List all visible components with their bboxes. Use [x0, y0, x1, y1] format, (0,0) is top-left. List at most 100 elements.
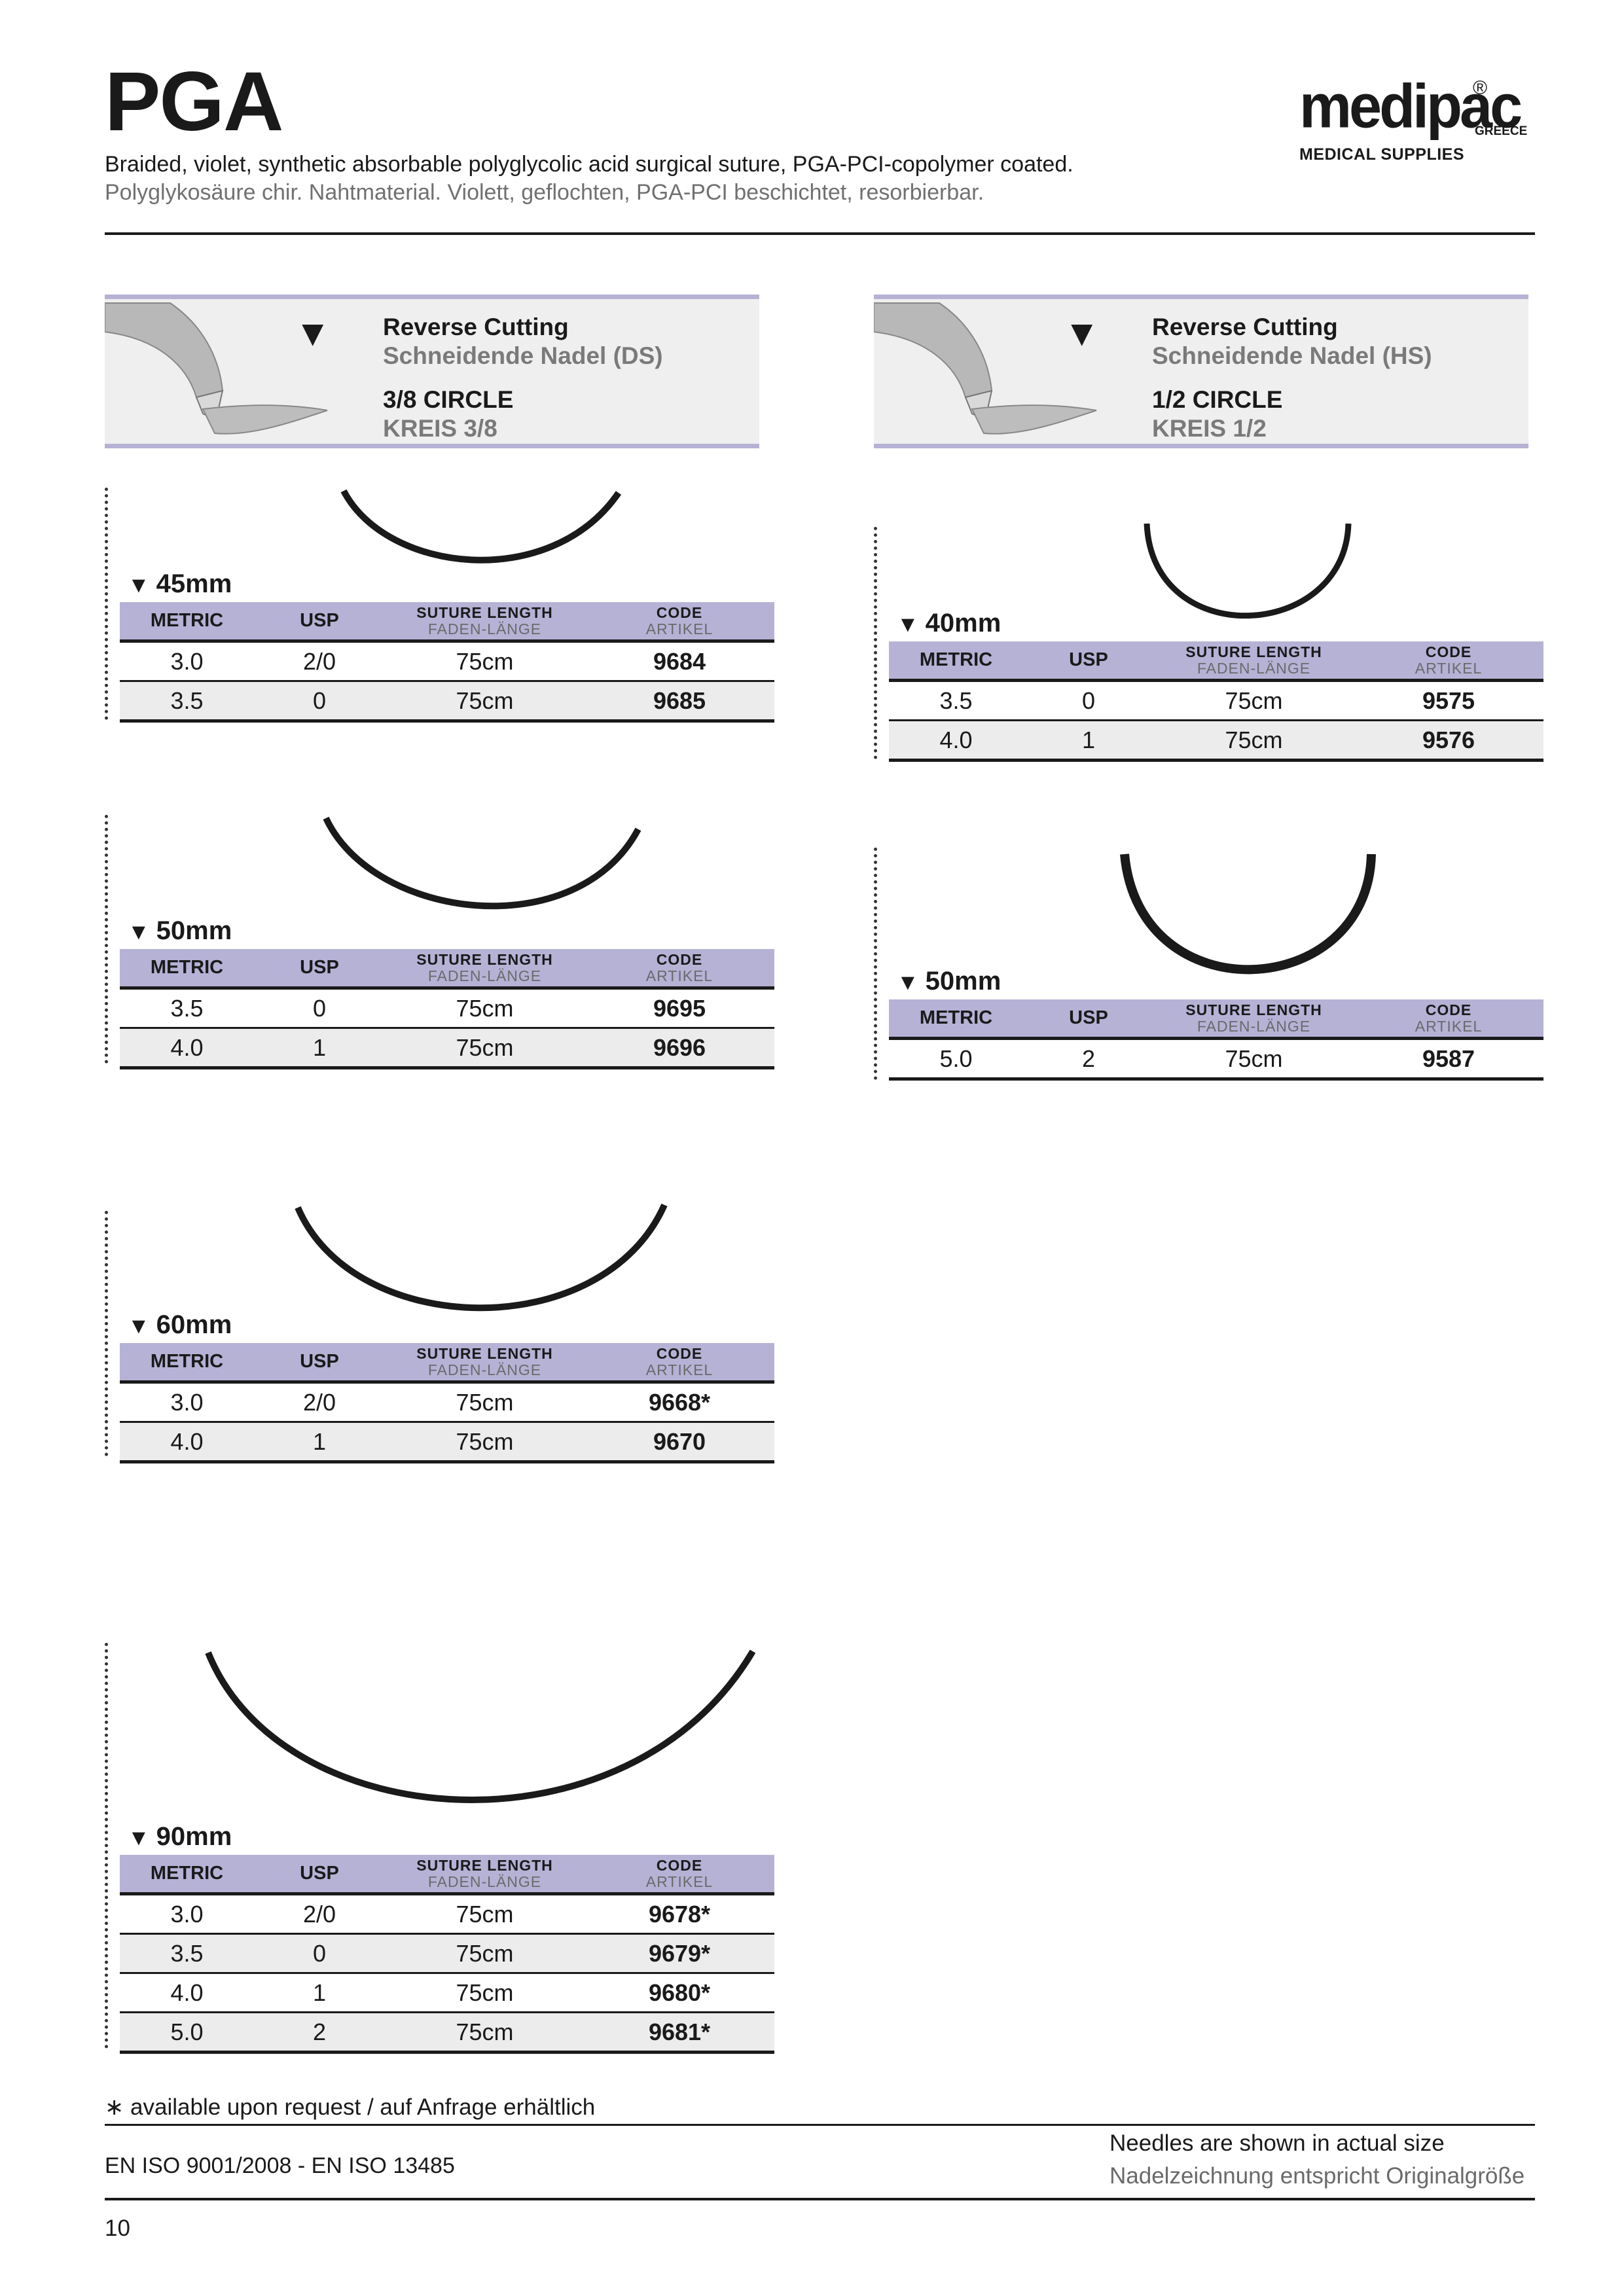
code-cell: 9576 [1354, 720, 1543, 762]
table-row: 3.0 2/0 75cm 9678* [120, 1893, 774, 1935]
column-header: METRIC [120, 1343, 254, 1384]
col-usp: USP [254, 602, 385, 643]
metric-cell: 4.0 [120, 1973, 254, 2013]
usp-cell: 1 [254, 1028, 385, 1069]
table-row: 4.0 1 75cm 9670 [120, 1422, 774, 1463]
column-header: SUTURE LENGTH FADEN-LÄNGE [1154, 999, 1354, 1040]
needle-size-label: ▼ 40mm [897, 609, 1001, 637]
logo-tagline: MEDICAL SUPPLIES [1299, 145, 1465, 164]
needle-curve-50mm [323, 816, 641, 910]
table-row: 3.5 0 75cm 9679* [120, 1933, 774, 1974]
usp-cell: 2/0 [254, 1382, 385, 1423]
length-cell: 75cm [1154, 680, 1354, 721]
table-header-row: METRIC USP SUTURE LENGTH FADEN-LÄNGE CODE… [120, 602, 774, 643]
column-header: CODE ARTIKEL [1354, 641, 1543, 682]
needle-tip-illustration [105, 302, 328, 435]
usp-cell: 2 [1023, 1038, 1154, 1081]
needle-size-label: ▼ 50mm [128, 916, 232, 945]
logo-wordmark: medipac [1299, 72, 1523, 141]
code-cell: 9679* [585, 1933, 774, 1974]
spec-table-40mm: METRIC USP SUTURE LENGTH FADEN-LÄNGE CODE… [889, 641, 1543, 762]
usp-cell: 0 [1023, 680, 1154, 721]
needle-type-de: Schneidende Nadel (DS) [383, 342, 663, 369]
table-row: 4.0 1 75cm 9696 [120, 1028, 774, 1069]
column-header: USP [1023, 999, 1154, 1040]
length-cell: 75cm [385, 2012, 585, 2054]
table-row: 4.0 1 75cm 9680* [120, 1973, 774, 2013]
triangle-icon: ▼ [128, 1314, 150, 1338]
length-cell: 75cm [385, 1422, 585, 1463]
spec-table-90mm: METRIC USP SUTURE LENGTH FADEN-LÄNGE CODE… [120, 1855, 774, 2054]
col-code: CODE ARTIKEL [585, 602, 774, 643]
code-cell: 9670 [585, 1422, 774, 1463]
usp-cell: 1 [254, 1422, 385, 1463]
column-header: SUTURE LENGTH FADEN-LÄNGE [385, 949, 585, 990]
triangle-icon: ▼ [128, 1825, 150, 1850]
spec-table-50mm: METRIC USP SUTURE LENGTH FADEN-LÄNGE CODE… [120, 949, 774, 1069]
column-header: CODE ARTIKEL [585, 1855, 774, 1895]
availability-footnote: ∗ available upon request / auf Anfrage e… [105, 2094, 596, 2120]
metric-cell: 4.0 [889, 720, 1023, 762]
metric-cell: 3.5 [120, 681, 254, 723]
needle-curve-90mm [205, 1649, 756, 1803]
needle-size-label: ▼ 45mm [128, 569, 232, 598]
spec-table-60mm: METRIC USP SUTURE LENGTH FADEN-LÄNGE CODE… [120, 1343, 774, 1463]
usp-cell: 2 [254, 2012, 385, 2054]
code-cell: 9575 [1354, 680, 1543, 721]
code-cell: 9681* [585, 2012, 774, 2054]
column-header: CODE ARTIKEL [1354, 999, 1543, 1040]
table-row: 3.5 0 75cm 9695 [120, 988, 774, 1029]
table-header-row: METRIC USP SUTURE LENGTH FADEN-LÄNGE CODE… [889, 641, 1543, 682]
code-cell: 9668* [585, 1382, 774, 1423]
needle-circle-de: KREIS 3/8 [383, 415, 497, 442]
table-row: 3.5 0 75cm 9685 [120, 681, 774, 723]
length-cell: 75cm [1154, 1038, 1354, 1081]
column-header: CODE ARTIKEL [585, 949, 774, 990]
code-cell: 9696 [585, 1028, 774, 1069]
code-cell: 9678* [585, 1893, 774, 1935]
code-cell: 9680* [585, 1973, 774, 2013]
column-header: METRIC [889, 999, 1023, 1040]
triangle-icon: ▼ [897, 612, 919, 637]
length-cell: 75cm [385, 1973, 585, 2013]
column-header: SUTURE LENGTH FADEN-LÄNGE [1154, 641, 1354, 682]
triangle-icon: ▼ [128, 920, 150, 944]
needle-type-de: Schneidende Nadel (HS) [1152, 342, 1432, 369]
needle-size-label: ▼ 90mm [128, 1822, 232, 1851]
column-header: SUTURE LENGTH FADEN-LÄNGE [385, 1343, 585, 1384]
usp-cell: 0 [254, 681, 385, 723]
length-cell: 75cm [385, 988, 585, 1029]
size-marker-line [105, 1643, 108, 2049]
needle-type-en: Reverse Cutting [1152, 314, 1338, 340]
column-header: USP [1023, 641, 1154, 682]
column-header: USP [254, 1343, 385, 1384]
needle-arrow-icon: ▼ [295, 312, 331, 353]
metric-cell: 5.0 [120, 2012, 254, 2054]
size-marker-line [874, 848, 877, 1080]
needle-type-box-right: ▼ Reverse Cutting Schneidende Nadel (HS)… [874, 295, 1528, 448]
size-marker-line [105, 815, 108, 1064]
description-english: Braided, violet, synthetic absorbable po… [105, 152, 1074, 177]
logo-registered-mark: ® [1473, 77, 1488, 99]
metric-cell: 5.0 [889, 1038, 1023, 1081]
usp-cell: 0 [254, 988, 385, 1029]
logo-region: GREECE [1475, 124, 1528, 138]
header-divider [105, 232, 1535, 235]
table-row: 5.0 2 75cm 9681* [120, 2012, 774, 2054]
col-length: SUTURE LENGTH FADEN-LÄNGE [385, 602, 585, 643]
spec-table-50mm-half: METRIC USP SUTURE LENGTH FADEN-LÄNGE CODE… [889, 999, 1543, 1081]
col-metric: METRIC [120, 602, 254, 643]
actual-size-note-de: Nadelzeichnung entspricht Originalgröße [1110, 2163, 1525, 2189]
length-cell: 75cm [1154, 720, 1354, 762]
table-header-row: METRIC USP SUTURE LENGTH FADEN-LÄNGE CODE… [889, 999, 1543, 1040]
needle-size-label: ▼ 50mm [897, 967, 1001, 996]
usp-cell: 1 [1023, 720, 1154, 762]
column-header: USP [254, 1855, 385, 1895]
code-cell: 9587 [1354, 1038, 1543, 1081]
column-header: USP [254, 949, 385, 990]
length-cell: 75cm [385, 1028, 585, 1069]
table-row: 5.0 2 75cm 9587 [889, 1038, 1543, 1081]
medipac-logo: medipac ® GREECE MEDICAL SUPPLIES [1299, 72, 1535, 169]
metric-cell: 3.5 [889, 680, 1023, 721]
table-row: 4.0 1 75cm 9576 [889, 720, 1543, 762]
